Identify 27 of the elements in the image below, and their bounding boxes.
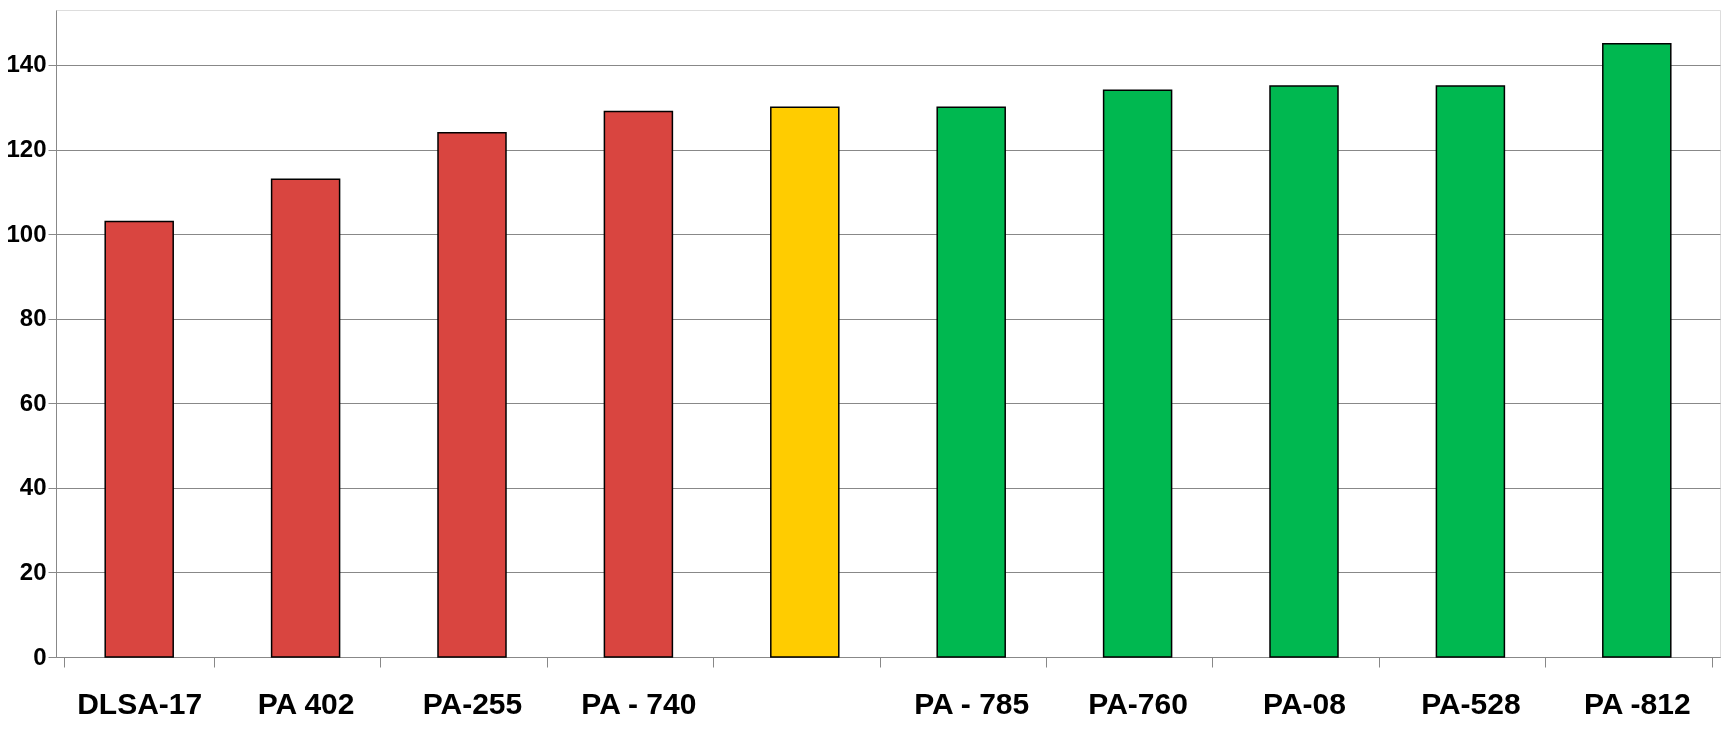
y-tick-label: 40: [19, 473, 47, 501]
bar: [936, 106, 1006, 658]
y-tick-label: 100: [6, 219, 47, 247]
x-tick-label: PA 402: [257, 686, 355, 720]
y-tick-label: 0: [33, 642, 47, 670]
x-tick-label: PA -812: [1583, 686, 1691, 720]
x-tick-label: PA-528: [1421, 686, 1521, 720]
bar: [104, 220, 174, 658]
bar: [270, 178, 341, 658]
x-tick-label: PA-760: [1088, 686, 1188, 720]
y-tick-label: 120: [6, 135, 47, 163]
bar: [603, 110, 674, 658]
y-tick-label: 80: [19, 304, 47, 332]
bar: [1602, 43, 1672, 658]
bar: [1435, 85, 1506, 658]
x-tick-label: PA-255: [422, 686, 523, 720]
x-tick-label: DLSA-17: [77, 686, 203, 720]
y-tick-label: 60: [19, 388, 47, 416]
bar: [770, 106, 840, 658]
y-tick-label: 20: [19, 557, 47, 585]
bar: [437, 131, 507, 658]
x-tick-label: PA - 740: [581, 686, 697, 720]
bar: [1269, 85, 1339, 658]
y-tick-label: 140: [6, 50, 47, 78]
bar: [1102, 89, 1173, 658]
x-tick-label: PA-08: [1263, 686, 1346, 720]
x-tick-label: PA - 785: [914, 686, 1030, 720]
